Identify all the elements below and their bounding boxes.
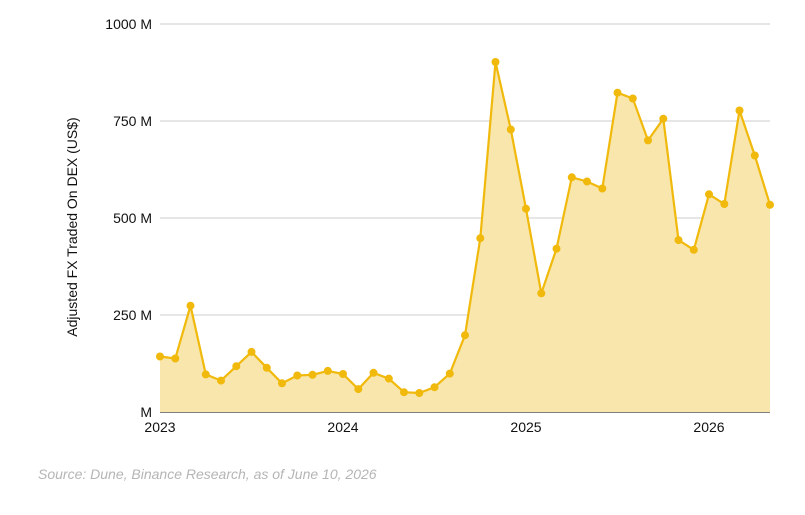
data-point [766,200,774,209]
data-point [293,371,302,380]
y-tick-label: 500 M [113,210,152,226]
x-tick-label: 2025 [510,419,541,435]
data-point [552,244,561,253]
data-point [247,347,256,356]
data-point [735,106,744,115]
data-point [278,379,286,388]
data-point [537,289,546,298]
data-point [476,234,485,243]
data-point [720,200,729,208]
data-point [384,374,393,383]
data-point [430,383,439,392]
data-point [491,58,500,66]
data-point [400,388,408,397]
data-point [186,301,195,310]
data-point [644,136,652,145]
data-point [674,236,683,245]
data-point [613,88,622,97]
data-point [232,362,241,371]
data-point [689,245,698,254]
data-point [201,370,210,379]
data-point [308,370,317,379]
data-point [750,151,759,160]
data-point [659,114,668,123]
data-point [354,385,363,394]
y-axis-ticks: M 250 M 500 M 750 M 1000 M [105,16,152,420]
y-tick-label: M [140,404,152,420]
data-point [461,331,469,340]
y-tick-label: 250 M [113,307,152,323]
data-point [445,369,454,378]
data-point [171,354,180,363]
data-point [705,190,713,199]
data-point [583,177,591,186]
data-point [156,352,164,361]
x-axis-ticks: 2023 2024 2025 2026 [144,419,724,435]
x-tick-label: 2024 [327,419,358,435]
data-point [567,173,576,182]
area-fill [160,62,770,412]
data-point [415,389,424,397]
data-point [339,370,347,378]
source-note: Source: Dune, Binance Research, as of Ju… [38,466,377,482]
y-axis-title: Adjusted FX Traded On DEX (US$) [64,117,80,336]
data-point [369,368,378,377]
data-points [156,58,774,397]
data-point [323,366,332,375]
data-point [598,184,607,193]
x-tick-label: 2026 [693,419,724,435]
x-tick-label: 2023 [144,419,175,435]
data-point [522,204,530,213]
y-tick-label: 1000 M [105,16,152,32]
data-point [217,376,225,385]
data-point [506,125,515,134]
y-tick-label: 750 M [113,113,152,129]
data-point [628,94,637,103]
data-point [262,363,271,372]
